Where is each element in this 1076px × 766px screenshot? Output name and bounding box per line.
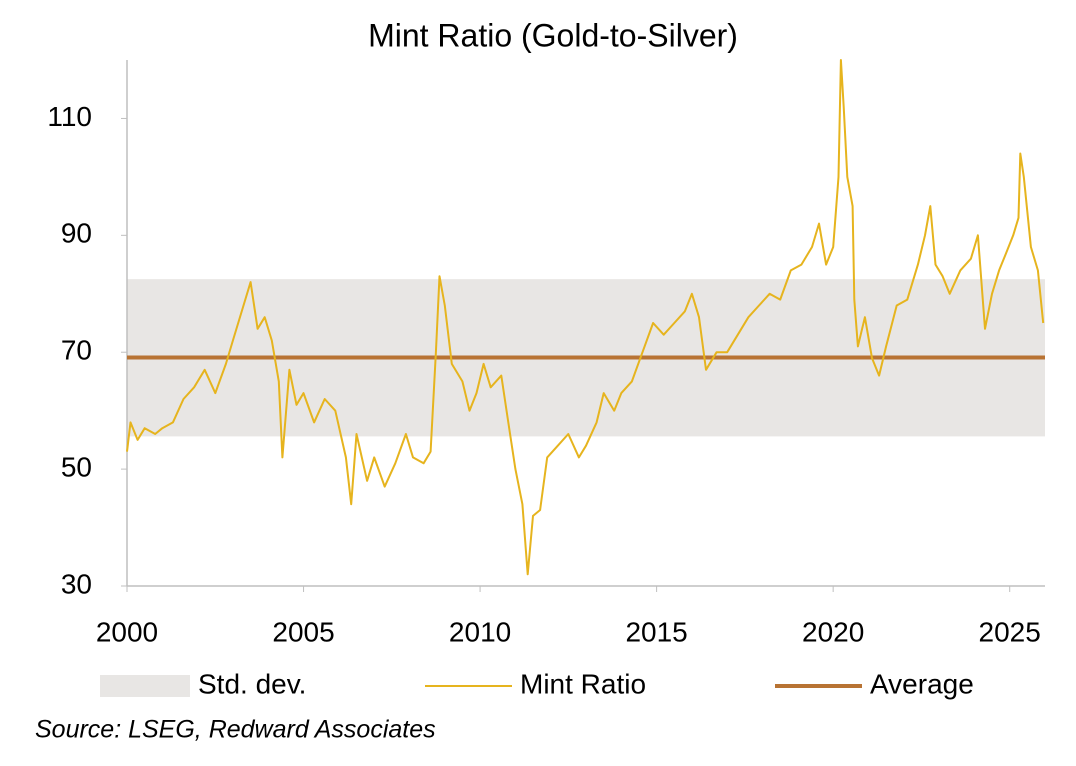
x-tick-label: 2010 [449, 616, 511, 647]
series-line [126, 59, 1045, 576]
y-tick-label: 50 [61, 452, 92, 483]
y-tick-label: 90 [61, 218, 92, 249]
x-tick-label: 2000 [96, 616, 158, 647]
legend-label: Mint Ratio [520, 668, 646, 699]
legend-label: Average [870, 668, 974, 699]
y-tick-label: 70 [61, 335, 92, 366]
x-tick-label: 2015 [625, 616, 687, 647]
y-tick-label: 110 [47, 101, 92, 132]
x-tick-label: 2025 [979, 616, 1041, 647]
x-tick-label: 2005 [272, 616, 334, 647]
chart-title: Mint Ratio (Gold-to-Silver) [368, 17, 738, 53]
y-tick-label: 30 [61, 568, 92, 599]
x-tick-label: 2020 [802, 616, 864, 647]
source-note: Source: LSEG, Redward Associates [35, 716, 436, 744]
legend-label: Std. dev. [198, 668, 306, 699]
legend-swatch [100, 675, 190, 697]
